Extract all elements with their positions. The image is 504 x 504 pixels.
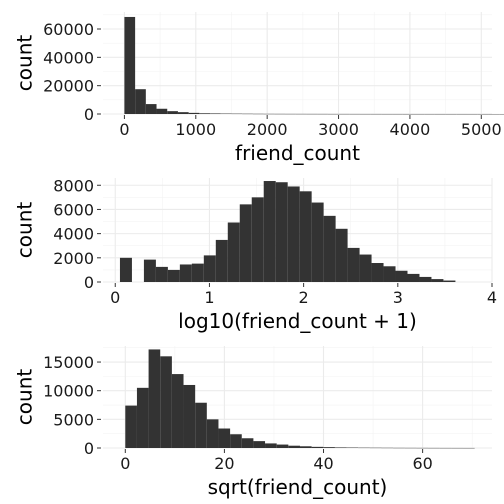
histogram-bar bbox=[360, 255, 372, 282]
histogram-bar bbox=[384, 266, 396, 282]
histogram-bar bbox=[312, 447, 324, 448]
histogram-bar bbox=[242, 438, 254, 448]
histogram-bar bbox=[407, 274, 419, 282]
histogram-bar bbox=[149, 349, 161, 448]
x-tick-label: 0 bbox=[120, 454, 130, 473]
x-tick-label: 2 bbox=[299, 288, 309, 307]
y-tick-label: 0 bbox=[84, 273, 94, 292]
y-axis-title: count bbox=[13, 35, 37, 92]
y-tick-label: 0 bbox=[84, 105, 94, 124]
x-axis-title: log10(friend_count + 1) bbox=[178, 309, 417, 333]
histogram-bar bbox=[431, 279, 443, 282]
histogram-bar bbox=[277, 445, 289, 448]
histogram-bar bbox=[167, 111, 178, 114]
sqrt-friend-count-histogram: 0 20 40 60 0 5000 10000 15000 sqrt(friend_count)… bbox=[13, 346, 493, 499]
histogram-bar bbox=[252, 197, 264, 282]
y-axis-title: count bbox=[13, 202, 37, 259]
histogram-bar bbox=[172, 374, 184, 448]
y-tick-label: 0 bbox=[84, 439, 94, 458]
friend-count-histogram: 0 1000 2000 3000 4000 5000 0 20000 40000 60000 fri… bbox=[13, 12, 504, 165]
histogram-bar bbox=[419, 277, 431, 282]
histogram-bar bbox=[253, 441, 265, 448]
histogram-bar bbox=[204, 255, 216, 282]
x-tick-label: 4000 bbox=[390, 120, 431, 139]
x-tick-label: 20 bbox=[214, 454, 234, 473]
histogram-bar bbox=[156, 267, 168, 282]
histogram-bar bbox=[135, 89, 146, 114]
histogram-bar bbox=[396, 271, 408, 282]
y-tick-label: 40000 bbox=[43, 48, 94, 67]
histogram-bar bbox=[300, 446, 312, 448]
histogram-bar bbox=[324, 216, 336, 282]
histogram-bar bbox=[184, 385, 196, 448]
x-tick-label: 0 bbox=[110, 288, 120, 307]
x-tick-label: 1000 bbox=[175, 120, 216, 139]
histogram-bar bbox=[300, 191, 312, 282]
histogram-bar bbox=[265, 443, 277, 448]
x-tick-label: 1 bbox=[204, 288, 214, 307]
histogram-bar bbox=[180, 264, 192, 282]
log10-friend-count-histogram: 0 1 2 3 4 0 2000 4000 6000 8000 log10(friend_count… bbox=[13, 176, 498, 333]
x-tick-label: 5000 bbox=[461, 120, 502, 139]
histogram-bar bbox=[276, 182, 288, 282]
x-tick-label: 40 bbox=[313, 454, 333, 473]
histogram-bar bbox=[124, 17, 135, 114]
y-axis-title: count bbox=[13, 369, 37, 426]
histogram-bar bbox=[137, 388, 149, 448]
histogram-bar bbox=[228, 223, 240, 282]
y-tick-label: 6000 bbox=[53, 200, 94, 219]
histogram-bar bbox=[336, 229, 348, 282]
histogram-bar bbox=[120, 258, 132, 282]
y-tick-label: 2000 bbox=[53, 249, 94, 268]
histogram-bar bbox=[157, 109, 168, 114]
histogram-bar bbox=[144, 260, 156, 282]
y-tick-label: 60000 bbox=[43, 20, 94, 39]
histogram-bar bbox=[372, 263, 384, 282]
y-tick-label: 4000 bbox=[53, 225, 94, 244]
histogram-bar bbox=[168, 270, 180, 282]
histogram-bar bbox=[348, 248, 360, 282]
x-axis-title: sqrt(friend_count) bbox=[208, 475, 388, 499]
histogram-bar bbox=[323, 447, 335, 448]
histogram-bar bbox=[210, 113, 221, 114]
histogram-bar bbox=[207, 419, 219, 448]
histogram-bar bbox=[125, 406, 137, 448]
histogram-bar bbox=[230, 434, 242, 448]
histogram-bar bbox=[218, 429, 230, 448]
x-tick-label: 60 bbox=[412, 454, 432, 473]
histogram-bar bbox=[216, 240, 228, 282]
x-tick-label: 2000 bbox=[247, 120, 288, 139]
histogram-bar bbox=[160, 356, 172, 448]
x-tick-label: 3000 bbox=[318, 120, 359, 139]
x-axis-title: friend_count bbox=[235, 141, 360, 165]
x-tick-label: 3 bbox=[393, 288, 403, 307]
histogram-bar bbox=[195, 403, 207, 448]
histogram-bar bbox=[240, 204, 252, 282]
histogram-bar bbox=[189, 113, 200, 114]
histogram-bar bbox=[192, 264, 204, 282]
histogram-bar bbox=[288, 446, 300, 448]
histogram-bar bbox=[146, 104, 157, 114]
histogram-bar bbox=[335, 447, 347, 448]
y-tick-label: 20000 bbox=[43, 77, 94, 96]
x-tick-label: 0 bbox=[119, 120, 129, 139]
y-tick-label: 5000 bbox=[53, 410, 94, 429]
histogram-bar bbox=[312, 203, 324, 282]
histogram-bar bbox=[178, 112, 189, 114]
y-tick-label: 10000 bbox=[43, 382, 94, 401]
y-tick-label: 8000 bbox=[53, 176, 94, 195]
histogram-bar bbox=[288, 186, 300, 282]
y-tick-label: 15000 bbox=[43, 353, 94, 372]
histogram-bar bbox=[199, 113, 210, 114]
histogram-bar bbox=[264, 181, 276, 282]
x-tick-label: 4 bbox=[487, 288, 497, 307]
histogram-bar bbox=[443, 281, 455, 282]
